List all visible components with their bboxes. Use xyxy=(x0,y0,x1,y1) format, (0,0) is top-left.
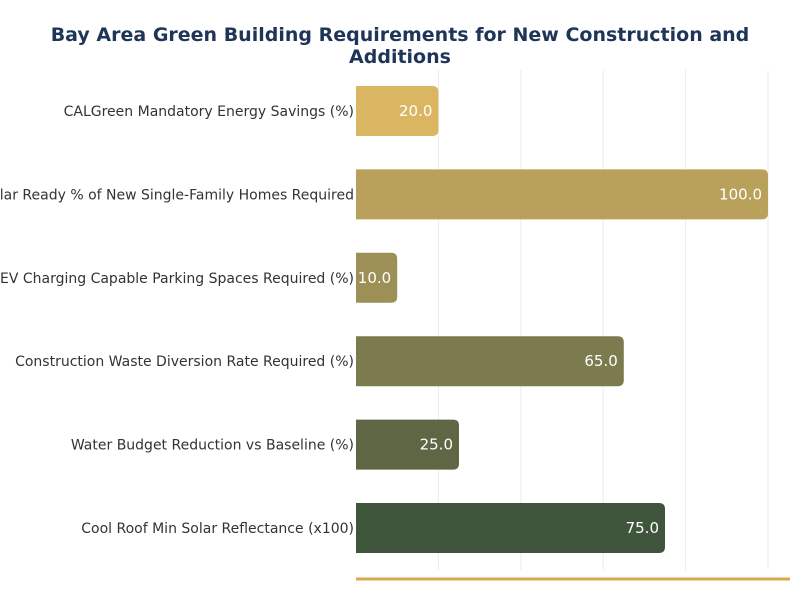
data-label: 100.0 xyxy=(719,185,762,203)
data-label: 10.0 xyxy=(358,269,391,287)
data-label: 75.0 xyxy=(626,519,659,537)
category-label: Cool Roof Min Solar Reflectance (x100) xyxy=(81,521,354,537)
chart-title: Bay Area Green Building Requirements for… xyxy=(50,24,750,68)
data-label: 20.0 xyxy=(399,102,432,120)
bar xyxy=(356,503,665,553)
bar xyxy=(356,336,624,387)
data-label: 25.0 xyxy=(420,436,453,454)
bar xyxy=(356,419,459,470)
category-label: Solar Ready % of New Single-Family Homes… xyxy=(0,187,354,203)
data-label: 65.0 xyxy=(584,352,617,370)
category-label: CALGreen Mandatory Energy Savings (%) xyxy=(64,104,354,120)
category-label: EV Charging Capable Parking Spaces Requi… xyxy=(0,271,354,287)
category-label: Construction Waste Diversion Rate Requir… xyxy=(15,354,354,370)
bar xyxy=(356,86,439,136)
bar xyxy=(356,169,768,220)
bar xyxy=(356,252,398,303)
category-label: Water Budget Reduction vs Baseline (%) xyxy=(71,438,354,454)
